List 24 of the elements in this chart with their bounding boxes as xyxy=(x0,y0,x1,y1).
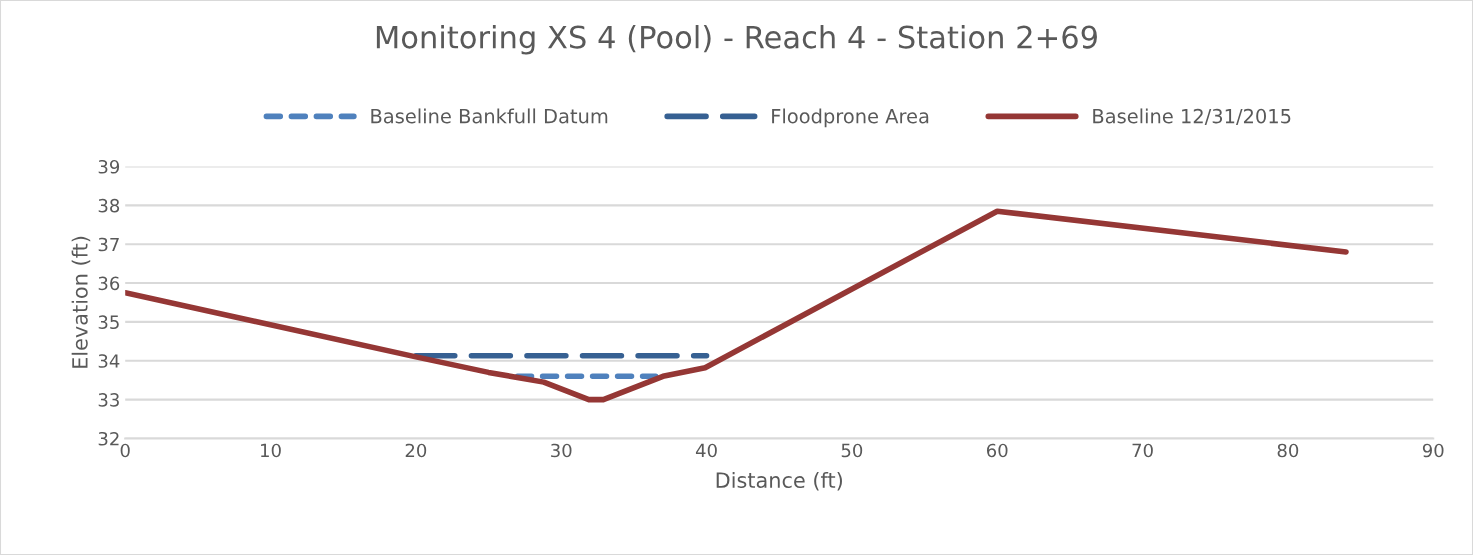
x-tick-label: 10 xyxy=(261,443,281,458)
x-tick-label: 30 xyxy=(551,443,572,458)
x-axis-title: Distance (ft) xyxy=(716,471,842,491)
x-tick-label: 90 xyxy=(1422,443,1444,458)
legend-label: Baseline Bankfull Datum xyxy=(371,108,608,124)
y-tick-label: 37 xyxy=(98,237,119,252)
x-tick-label: 0 xyxy=(120,443,130,458)
chart-title: Monitoring XS 4 (Pool) - Reach 4 - Station 2+69 xyxy=(376,24,1097,55)
legend-label: Baseline 12/31/2015 xyxy=(1093,108,1291,125)
y-tick-label: 35 xyxy=(98,315,119,330)
x-tick-label: 40 xyxy=(695,443,717,458)
y-tick-label: 38 xyxy=(98,198,120,213)
x-tick-label: 50 xyxy=(841,443,863,458)
y-axis-title: Elevation (ft) xyxy=(71,236,91,368)
x-tick-label: 80 xyxy=(1277,443,1299,458)
y-tick-label: 39 xyxy=(98,159,120,174)
y-tick-label: 33 xyxy=(98,393,119,407)
x-tick-label: 60 xyxy=(986,443,1008,458)
y-tick-label: 34 xyxy=(98,354,120,368)
y-tick-label: 32 xyxy=(98,431,119,446)
x-tick-label: 20 xyxy=(405,443,427,458)
x-tick-label: 70 xyxy=(1132,443,1153,458)
y-tick-label: 36 xyxy=(98,276,120,291)
legend-label: Floodprone Area xyxy=(772,108,929,128)
